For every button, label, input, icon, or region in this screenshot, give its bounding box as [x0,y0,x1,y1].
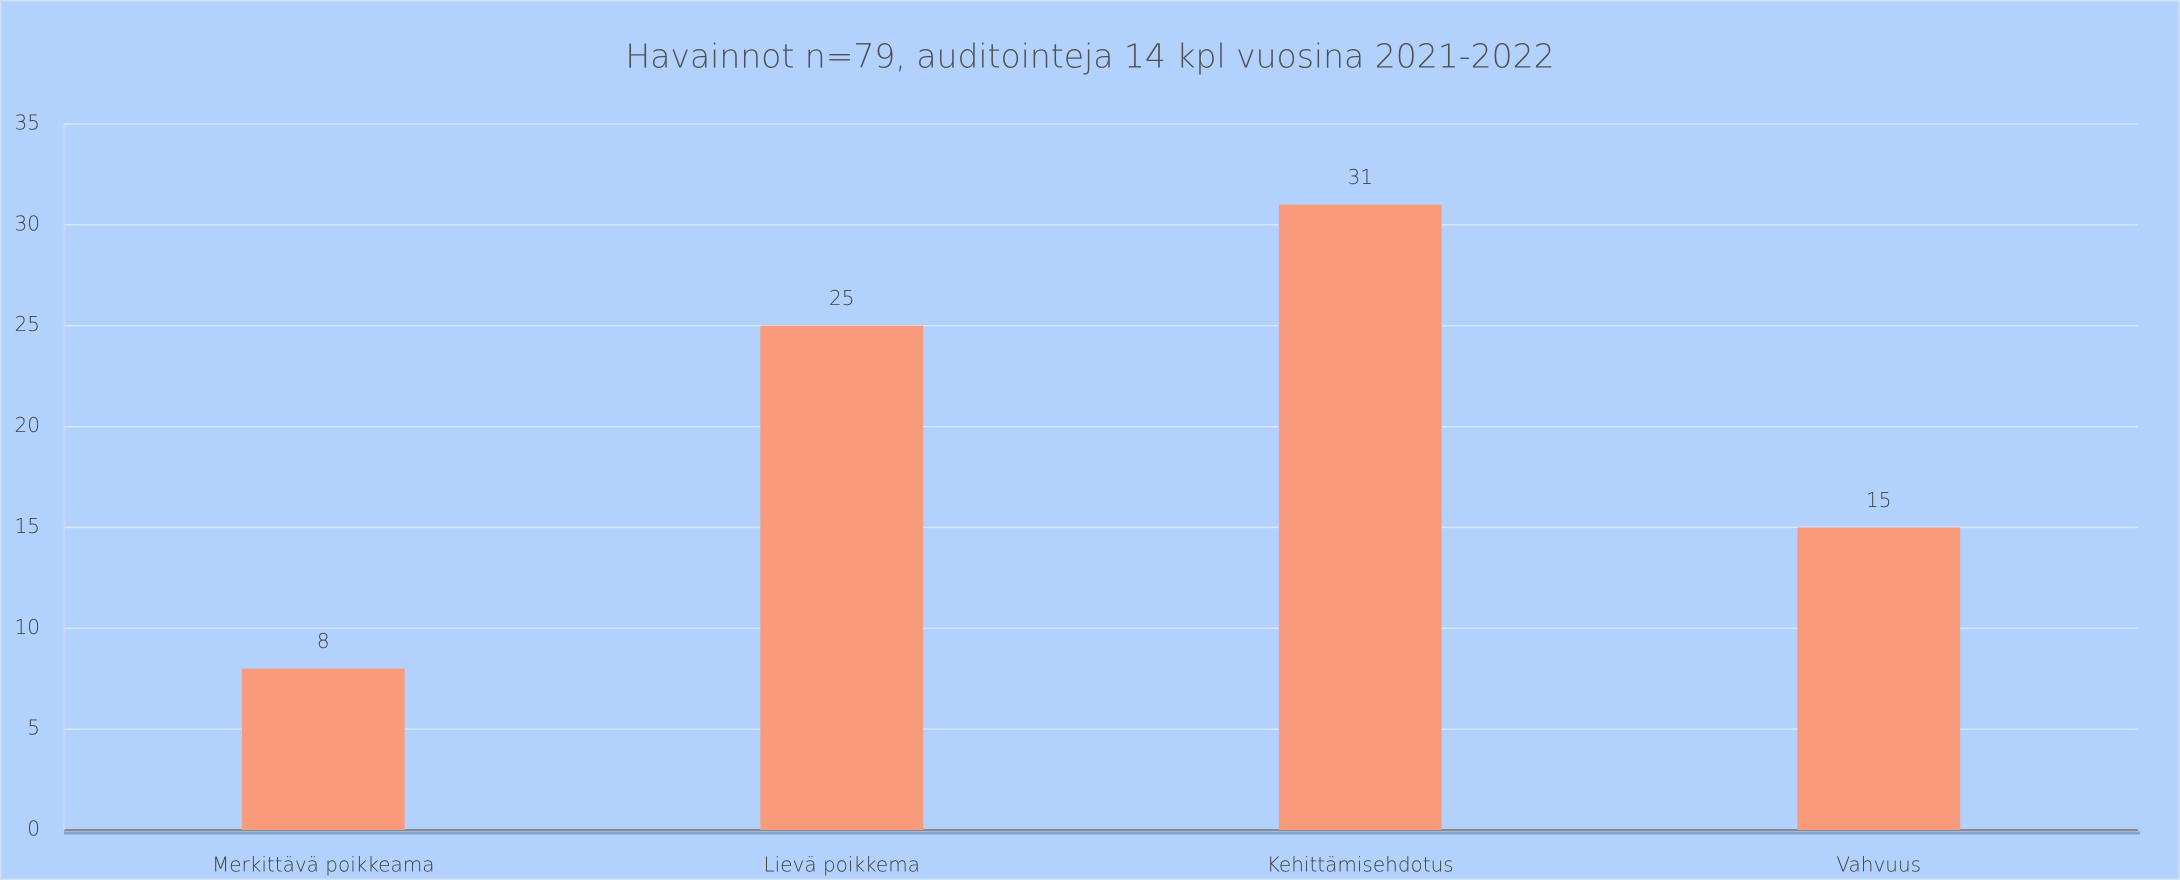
x-tick-label: Lievä poikkema [764,853,920,877]
y-tick-label: 20 [15,413,40,437]
y-tick-label: 10 [15,615,40,639]
data-label: 31 [1348,165,1373,189]
data-label: 8 [317,629,330,653]
y-tick-label: 35 [15,111,40,135]
y-tick-label: 5 [27,716,40,740]
x-tick-label: Merkittävä poikkeama [212,853,435,877]
bar [760,325,924,830]
y-tick-label: 25 [15,312,40,336]
chart-title: Havainnot n=79, auditointeja 14 kpl vuos… [625,37,1554,76]
y-tick-label: 30 [15,211,40,235]
bar [1278,204,1442,830]
bar [241,668,405,830]
data-label: 25 [829,286,854,310]
x-tick-label: Kehittämisehdotus [1267,853,1454,877]
data-label: 15 [1866,488,1891,512]
y-tick-label: 0 [27,817,40,841]
x-tick-label: Vahvuus [1836,853,1921,877]
bar [1797,527,1961,830]
y-tick-label: 15 [15,514,40,538]
